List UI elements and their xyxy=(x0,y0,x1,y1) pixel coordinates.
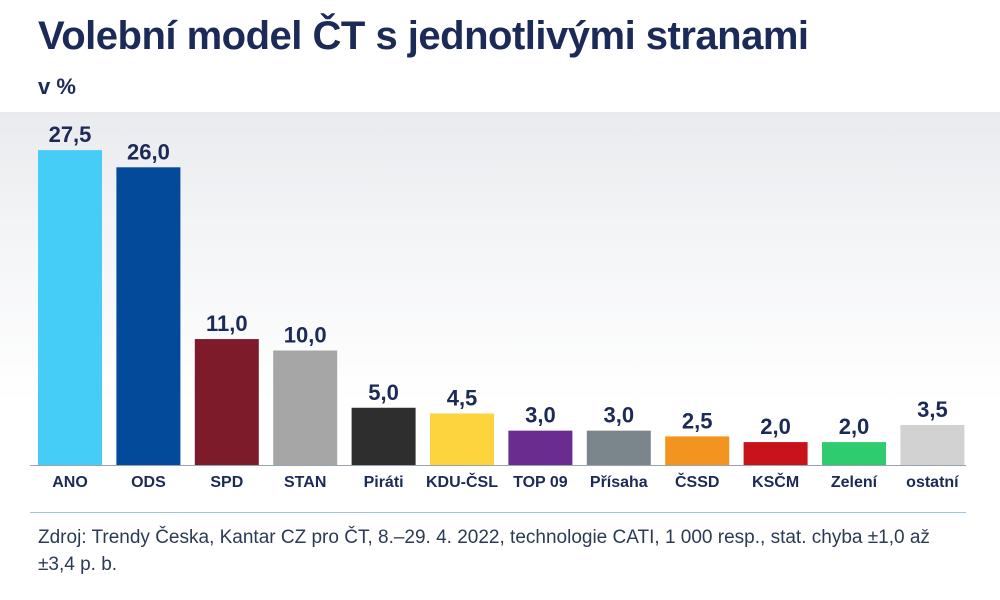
value-label-0: 27,5 xyxy=(49,122,92,147)
value-label-10: 2,0 xyxy=(839,414,870,439)
value-label-2: 11,0 xyxy=(206,311,248,336)
category-label-8: ČSSD xyxy=(675,472,719,491)
bar-9 xyxy=(743,442,808,465)
bar-1 xyxy=(116,167,181,466)
bar-6 xyxy=(508,430,573,465)
category-label-3: STAN xyxy=(284,474,326,491)
value-label-9: 2,0 xyxy=(760,414,791,439)
bar-3 xyxy=(273,350,338,465)
bar-10 xyxy=(822,442,886,465)
chart-subtitle: v % xyxy=(38,74,76,99)
bar-2 xyxy=(194,339,259,465)
bar-4 xyxy=(351,407,416,465)
bar-7 xyxy=(586,430,651,465)
chart-title: Volební model ČT s jednotlivými stranami xyxy=(38,14,809,58)
source-divider xyxy=(30,512,966,513)
category-label-0: ANO xyxy=(52,474,88,491)
value-label-8: 2,5 xyxy=(682,408,713,433)
bar-chart: 27,5 ANO 26,0 ODS 11,0 SPD 10,0 STAN 5,0 Piráti 4,… xyxy=(30,122,966,491)
category-label-10: Zelení xyxy=(831,474,878,491)
category-label-4: Piráti xyxy=(364,474,404,491)
category-label-11: ostatní xyxy=(906,474,959,491)
category-label-6: TOP 09 xyxy=(513,474,568,491)
category-label-1: ODS xyxy=(131,474,166,491)
value-label-4: 5,0 xyxy=(368,380,399,405)
value-label-1: 26,0 xyxy=(127,139,170,164)
bar-8 xyxy=(665,436,730,465)
bar-5 xyxy=(430,413,494,465)
value-label-3: 10,0 xyxy=(284,323,327,348)
value-label-6: 3,0 xyxy=(525,403,556,428)
category-label-5: KDU-ČSL xyxy=(426,472,498,491)
category-label-7: Přísaha xyxy=(590,474,648,491)
value-label-11: 3,5 xyxy=(917,397,948,422)
value-label-7: 3,0 xyxy=(604,403,635,428)
category-label-9: KSČM xyxy=(752,472,799,491)
bar-0 xyxy=(38,150,102,465)
value-label-5: 4,5 xyxy=(447,385,478,410)
bar-11 xyxy=(900,424,965,465)
category-label-2: SPD xyxy=(210,474,243,491)
source-note: Zdroj: Trendy Česka, Kantar CZ pro ČT, 8… xyxy=(38,527,930,575)
